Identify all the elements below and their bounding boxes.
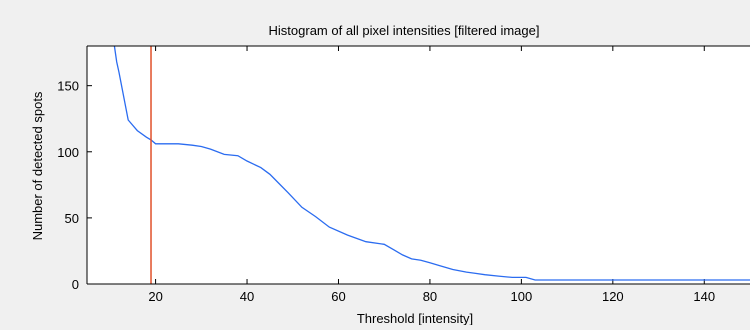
x-tick-label: 40 (240, 289, 254, 304)
x-tick-label: 60 (331, 289, 345, 304)
chart-title: Histogram of all pixel intensities [filt… (269, 23, 540, 38)
x-tick-label: 20 (148, 289, 162, 304)
plot-area (87, 46, 750, 284)
x-tick-label: 120 (602, 289, 624, 304)
y-tick-label: 150 (57, 79, 79, 94)
x-axis-label: Threshold [intensity] (357, 311, 473, 325)
y-axis-label: Number of detected spots (30, 91, 45, 240)
x-tick-label: 80 (423, 289, 437, 304)
y-tick-label: 50 (65, 211, 79, 226)
plot-frame (86, 45, 750, 285)
series-line (113, 45, 750, 281)
x-tick-label: 140 (693, 289, 715, 304)
x-tick-label: 100 (511, 289, 533, 304)
y-tick-label: 0 (72, 277, 79, 292)
series-group (113, 45, 750, 284)
y-tick-label: 100 (57, 145, 79, 160)
